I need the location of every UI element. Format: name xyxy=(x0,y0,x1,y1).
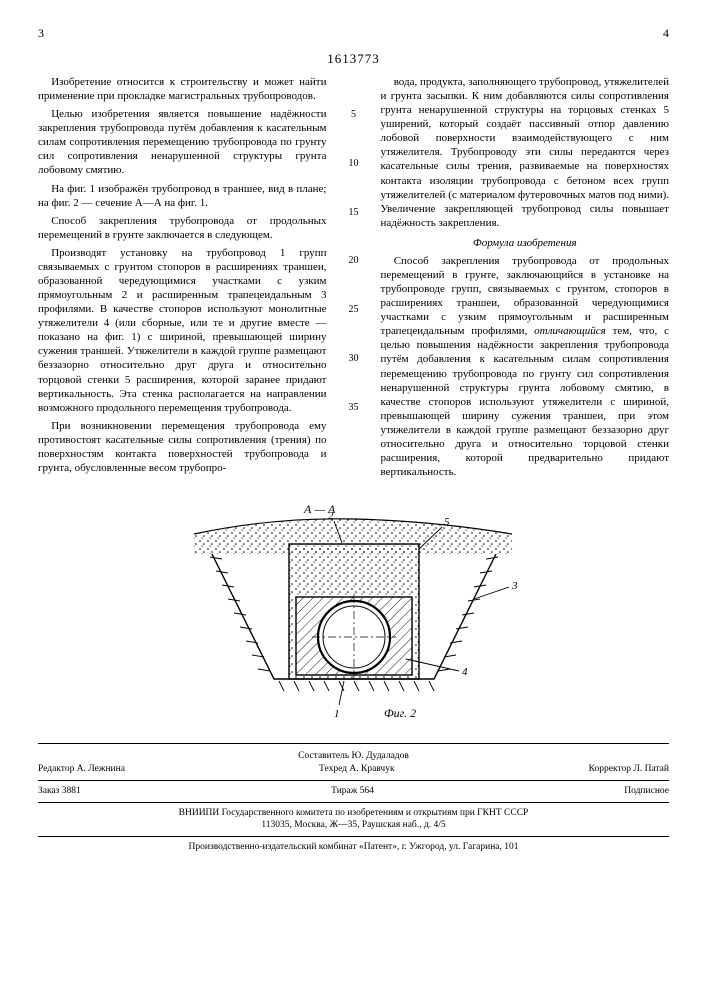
footer-addr1: 113035, Москва, Ж—35, Раушская наб., д. … xyxy=(38,819,669,832)
para: Целью изобретения является повышение над… xyxy=(38,107,327,177)
line-number: 10 xyxy=(349,158,359,171)
right-column: вода, продукта, заполняющего трубопровод… xyxy=(381,75,670,483)
footer-corrector: Корректор Л. Патай xyxy=(589,763,669,776)
callout-2: 2 xyxy=(328,510,334,522)
footer-org2: Производственно-издательский комбинат «П… xyxy=(38,841,669,854)
line-number: 35 xyxy=(349,402,359,415)
footer-techred: Техред А. Кравчук xyxy=(319,763,395,776)
italic-term: отличающийся xyxy=(534,325,606,337)
line-number-gutter: 5 10 15 20 25 30 35 xyxy=(345,75,363,483)
para: Способ закрепления трубопровода от продо… xyxy=(38,214,327,242)
para: При возникновении перемещения трубопрово… xyxy=(38,419,327,475)
figure-caption: Фиг. 2 xyxy=(384,706,416,720)
para: Изобретение относится к строительству и … xyxy=(38,75,327,103)
figure-2: А — А xyxy=(174,499,534,729)
left-column: Изобретение относится к строительству и … xyxy=(38,75,327,483)
formula-heading: Формула изобретения xyxy=(381,236,670,250)
page-num-right: 4 xyxy=(663,26,669,41)
callout-4: 4 xyxy=(462,666,468,678)
footer-org1: ВНИИПИ Государственного комитета по изоб… xyxy=(38,807,669,820)
line-number: 15 xyxy=(349,207,359,220)
patent-number: 1613773 xyxy=(38,51,669,67)
para: На фиг. 1 изображён трубопровод в транше… xyxy=(38,182,327,210)
para: Производят установку на трубопровод 1 гр… xyxy=(38,246,327,415)
para-text: тем, что, с целью повышения надёжности з… xyxy=(381,325,670,478)
footer-subscription: Подписное xyxy=(624,785,669,798)
footer-copies: Тираж 564 xyxy=(331,785,374,798)
text-columns: Изобретение относится к строительству и … xyxy=(38,75,669,483)
footer: Составитель Ю. Дудаладов Редактор А. Леж… xyxy=(38,750,669,854)
separator xyxy=(38,743,669,744)
line-number: 20 xyxy=(349,255,359,268)
header-row: 3 4 xyxy=(38,26,669,41)
line-number: 25 xyxy=(349,304,359,317)
footer-editor: Редактор А. Лежнина xyxy=(38,763,125,776)
callout-1: 1 xyxy=(334,708,340,720)
page: 3 4 1613773 Изобретение относится к стро… xyxy=(0,0,707,874)
footer-order: Заказ 3881 xyxy=(38,785,81,798)
callout-3: 3 xyxy=(511,580,518,592)
para: Способ закрепления трубопровода от продо… xyxy=(381,254,670,479)
line-number: 5 xyxy=(351,109,356,122)
line-number: 30 xyxy=(349,353,359,366)
footer-compiler: Составитель Ю. Дудаладов xyxy=(38,750,669,763)
para: вода, продукта, заполняющего трубопровод… xyxy=(381,75,670,230)
page-num-left: 3 xyxy=(38,26,44,41)
callout-5: 5 xyxy=(444,516,450,528)
